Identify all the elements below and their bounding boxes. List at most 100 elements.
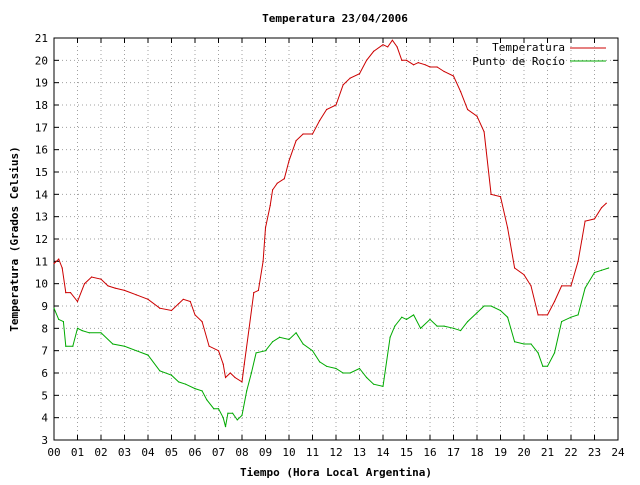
- legend: Temperatura Punto de Rocío: [472, 41, 606, 68]
- y-tick-label: 21: [35, 32, 48, 45]
- data-point-temperatura: [467, 108, 469, 111]
- data-point-temperatura: [264, 227, 267, 229]
- y-tick-label: 16: [35, 144, 48, 157]
- data-point-punto-de-rocio: [236, 419, 238, 421]
- data-point-temperatura: [83, 283, 86, 285]
- data-point-punto-de-rocio: [185, 383, 187, 385]
- y-tick-label: 4: [41, 412, 48, 425]
- data-point-punto-de-rocio: [159, 370, 161, 372]
- data-point-temperatura: [201, 321, 203, 323]
- data-point-punto-de-rocio: [483, 305, 485, 307]
- data-point-temperatura: [412, 64, 415, 66]
- data-point-punto-de-rocio: [62, 321, 64, 323]
- series-line-temperatura: [53, 39, 607, 383]
- data-point-temperatura: [135, 294, 137, 296]
- x-tick-label: 15: [400, 446, 413, 459]
- data-point-temperatura: [177, 303, 180, 305]
- data-point-punto-de-rocio: [546, 365, 549, 367]
- data-point-temperatura: [182, 298, 184, 300]
- data-point-punto-de-rocio: [459, 329, 462, 332]
- data-point-punto-de-rocio: [206, 399, 208, 401]
- data-point-punto-de-rocio: [326, 365, 328, 367]
- x-tick-label: 11: [306, 446, 319, 459]
- data-point-punto-de-rocio: [600, 269, 603, 271]
- data-point-punto-de-rocio: [523, 343, 525, 345]
- chart-title: Temperatura 23/04/2006: [262, 12, 408, 25]
- y-tick-label: 12: [35, 233, 48, 246]
- data-point-punto-de-rocio: [537, 352, 539, 354]
- data-point-temperatura: [577, 260, 579, 262]
- series-group: [53, 39, 610, 428]
- data-point-temperatura: [248, 327, 250, 329]
- data-point-temperatura: [382, 44, 384, 46]
- data-point-temperatura: [241, 381, 243, 383]
- data-point-punto-de-rocio: [608, 267, 610, 269]
- series-points-punto-de-rocio: [53, 267, 610, 428]
- y-axis-label: Temperatura (Grados Celsius): [8, 146, 21, 331]
- data-point-temperatura: [459, 91, 462, 93]
- data-point-punto-de-rocio: [490, 305, 492, 307]
- data-point-punto-de-rocio: [232, 412, 234, 414]
- data-point-temperatura: [147, 298, 149, 300]
- data-point-temperatura: [326, 108, 328, 111]
- data-point-temperatura: [100, 278, 102, 280]
- data-point-temperatura: [194, 314, 196, 316]
- data-point-punto-de-rocio: [530, 343, 532, 345]
- x-tick-label: 16: [423, 446, 436, 459]
- data-point-punto-de-rocio: [271, 341, 274, 343]
- data-point-temperatura: [506, 227, 509, 229]
- data-point-temperatura: [114, 287, 116, 289]
- data-point-punto-de-rocio: [76, 327, 79, 329]
- data-point-temperatura: [530, 285, 532, 287]
- data-point-temperatura: [69, 292, 72, 294]
- data-point-punto-de-rocio: [279, 336, 281, 338]
- data-point-temperatura: [436, 66, 438, 68]
- y-tick-label: 8: [41, 322, 48, 335]
- data-point-temperatura: [76, 300, 79, 303]
- data-point-punto-de-rocio: [311, 350, 314, 352]
- data-point-punto-de-rocio: [241, 414, 243, 417]
- x-tick-label: 22: [564, 446, 577, 459]
- data-point-temperatura: [61, 267, 63, 269]
- data-point-punto-de-rocio: [467, 321, 469, 323]
- data-point-punto-de-rocio: [570, 316, 572, 318]
- data-point-punto-de-rocio: [542, 365, 544, 367]
- data-point-temperatura: [523, 274, 525, 276]
- data-point-punto-de-rocio: [436, 325, 438, 327]
- data-point-temperatura: [335, 104, 337, 106]
- data-point-punto-de-rocio: [250, 372, 252, 374]
- data-point-punto-de-rocio: [429, 318, 431, 320]
- data-point-punto-de-rocio: [506, 316, 509, 318]
- data-point-temperatura: [91, 276, 93, 278]
- data-point-temperatura: [358, 73, 361, 75]
- data-point-temperatura: [387, 46, 389, 48]
- x-tick-label: 01: [71, 446, 84, 459]
- data-point-punto-de-rocio: [88, 332, 90, 334]
- data-point-temperatura: [514, 267, 516, 269]
- data-point-temperatura: [222, 363, 224, 365]
- y-tick-label: 7: [41, 345, 48, 358]
- data-point-punto-de-rocio: [201, 390, 203, 392]
- data-point-temperatura: [189, 300, 191, 303]
- data-point-punto-de-rocio: [401, 316, 403, 318]
- data-point-punto-de-rocio: [147, 354, 149, 356]
- y-tick-label: 19: [35, 77, 48, 90]
- data-point-punto-de-rocio: [358, 367, 361, 370]
- x-tick-label: 17: [447, 446, 460, 459]
- data-point-temperatura: [253, 292, 255, 294]
- data-point-punto-de-rocio: [349, 372, 351, 374]
- data-point-punto-de-rocio: [194, 388, 196, 390]
- data-point-temperatura: [271, 189, 274, 191]
- data-point-punto-de-rocio: [561, 321, 563, 323]
- data-point-temperatura: [391, 39, 393, 41]
- x-axis-label: Tiempo (Hora Local Argentina): [240, 466, 432, 479]
- data-point-temperatura: [561, 285, 563, 287]
- data-point-punto-de-rocio: [476, 312, 478, 314]
- data-point-punto-de-rocio: [443, 325, 445, 327]
- x-tick-label: 13: [353, 446, 366, 459]
- data-point-punto-de-rocio: [514, 341, 516, 343]
- data-point-punto-de-rocio: [295, 332, 297, 334]
- x-tick-label: 18: [470, 446, 483, 459]
- data-point-temperatura: [318, 120, 321, 122]
